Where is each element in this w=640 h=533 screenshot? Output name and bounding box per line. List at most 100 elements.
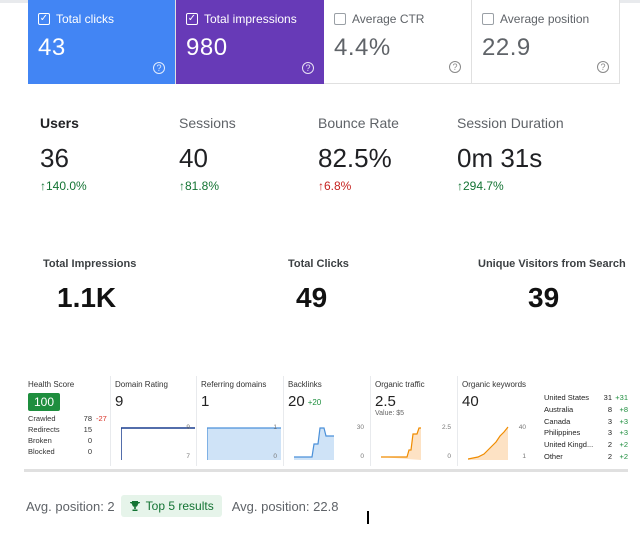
stat-label: Bounce Rate [318,115,399,131]
total-value: 49 [296,282,328,313]
stat-users[interactable]: Users 36 ↑140.0% [40,115,179,193]
trophy-icon [129,501,140,511]
metric-label: Total impressions [204,12,297,26]
analytics-stats: Users 36 ↑140.0% Sessions 40 ↑81.8% Boun… [40,115,620,193]
metric-value: 980 [186,34,228,61]
health-row-broken: Broken 0 [28,436,92,445]
organic-traffic-value: 2.5 [375,393,396,410]
checkbox-unchecked-icon[interactable] [482,13,494,25]
health-score[interactable]: Health Score 100 Crawled 78 -27 Redirects 1… [24,376,110,466]
help-icon[interactable]: ? [597,61,609,73]
stat-label: Users [40,115,79,131]
health-row-crawled: Crawled 78 -27 [28,414,107,423]
total-value: 1.1K [57,282,117,313]
country-row[interactable]: United States 31 +31 [544,393,628,403]
checkbox-checked-icon[interactable]: ✓ [186,13,198,25]
referring-domains-value: 1 [201,393,210,410]
metric-value: 4.4% [334,34,391,61]
avg-position-text-2: Avg. position: 22.8 [231,498,339,514]
health-score-badge: 100 [28,393,61,411]
metric-card-total-clicks[interactable]: ✓ Total clicks 43 ? [28,0,176,84]
arrow-up-icon: ↑ [179,179,185,193]
checkbox-unchecked-icon[interactable] [334,13,346,25]
total-value: 39 [528,282,560,313]
metric-label: Average position [500,12,590,26]
stat-change: ↑140.0% [40,179,87,193]
help-icon[interactable]: ? [302,62,314,74]
stat-bounce-rate[interactable]: Bounce Rate 82.5% ↑6.8% [318,115,457,193]
arrow-up-icon: ↑ [318,179,324,193]
organic-traffic-chart [381,427,421,460]
avg-position-text: Avg. position: 2 [26,498,115,514]
stat-sessions[interactable]: Sessions 40 ↑81.8% [179,115,318,193]
help-icon[interactable]: ? [153,62,165,74]
ahrefs-overview: Health Score 100 Crawled 78 -27 Redirects 1… [24,376,628,472]
total-label: Unique Visitors from Search [478,258,626,270]
country-row[interactable]: Australia 8 +8 [544,405,628,415]
metric-card-average-position[interactable]: Average position 22.9 ? [472,0,620,84]
top5-badge: Top 5 results [120,495,222,517]
metric-value: 43 [38,34,66,61]
organic-keywords-chart [468,426,509,460]
total-clicks: Total Clicks 49 [288,258,349,314]
stat-value: 36 [40,143,69,173]
stat-value: 0m 31s [457,143,543,173]
health-row-redirects: Redirects 15 [28,425,92,434]
arrow-up-icon: ↑ [457,179,463,193]
chart-ticks: 40 1 [518,424,526,460]
organic-traffic-subvalue: Value: $5 [375,410,405,417]
stat-change: ↑81.8% [179,179,220,193]
organic-traffic-label: Organic traffic [375,380,425,389]
country-row[interactable]: Canada 3 +3 [544,416,628,426]
metric-label: Total clicks [56,12,115,26]
backlinks[interactable]: Backlinks 20 +20 30 0 [284,376,371,466]
organic-keywords[interactable]: Organic keywords 40 40 1 [458,376,542,466]
metric-label: Average CTR [352,12,425,26]
stat-value: 40 [179,143,208,173]
top5-badge-label: Top 5 results [145,499,214,513]
help-icon[interactable]: ? [449,61,461,73]
stat-session-duration[interactable]: Session Duration 0m 31s ↑294.7% [457,115,596,193]
total-label: Total Impressions [43,258,137,270]
arrow-up-icon: ↑ [40,179,46,193]
domain-rating-label: Domain Rating [115,380,168,389]
chart-ticks: 2.5 0 [441,424,451,460]
stat-change: ↑6.8% [318,179,352,193]
stat-change: ↑294.7% [457,179,504,193]
checkbox-checked-icon[interactable]: ✓ [38,13,50,25]
organic-keywords-value: 40 [462,393,479,410]
totals-row: Total Impressions 1.1K Total Clicks 49 U… [0,258,640,318]
chart-ticks: 30 0 [356,424,364,460]
text-cursor [367,511,369,524]
top-countries-list: United States 31 +31 Australia 8 +8 Canada 3 +… [544,392,628,462]
metric-card-average-ctr[interactable]: Average CTR 4.4% ? [324,0,472,84]
domain-rating-value: 9 [115,393,124,410]
position-footer: Avg. position: 2 Top 5 results Avg. posi… [26,495,338,517]
country-row[interactable]: Other 2 +2 [544,451,628,461]
backlinks-chart [294,427,334,460]
country-row[interactable]: United Kingd... 2 +2 [544,440,628,450]
organic-keywords-label: Organic keywords [462,380,527,389]
total-impressions: Total Impressions 1.1K [43,258,136,314]
organic-traffic[interactable]: Organic traffic 2.5 Value: $5 2.5 0 [371,376,458,466]
backlinks-label: Backlinks [288,380,322,389]
referring-domains-chart [207,427,281,460]
metric-card-total-impressions[interactable]: ✓ Total impressions 980 ? [176,0,324,84]
domain-rating-chart [121,427,195,460]
stat-label: Session Duration [457,115,564,131]
country-row[interactable]: Philippines 3 +3 [544,428,628,438]
stat-label: Sessions [179,115,236,131]
stat-value: 82.5% [318,143,392,173]
health-score-label: Health Score [28,380,75,389]
health-row-blocked: Blocked 0 [28,447,92,456]
metric-value: 22.9 [482,34,531,61]
backlinks-value: 20 +20 [288,393,322,410]
gsc-metric-cards: ✓ Total clicks 43 ? ✓ Total impressions … [28,0,622,84]
total-label: Total Clicks [288,258,349,270]
unique-visitors: Unique Visitors from Search 39 [478,258,626,314]
referring-domains-label: Referring domains [201,380,267,389]
